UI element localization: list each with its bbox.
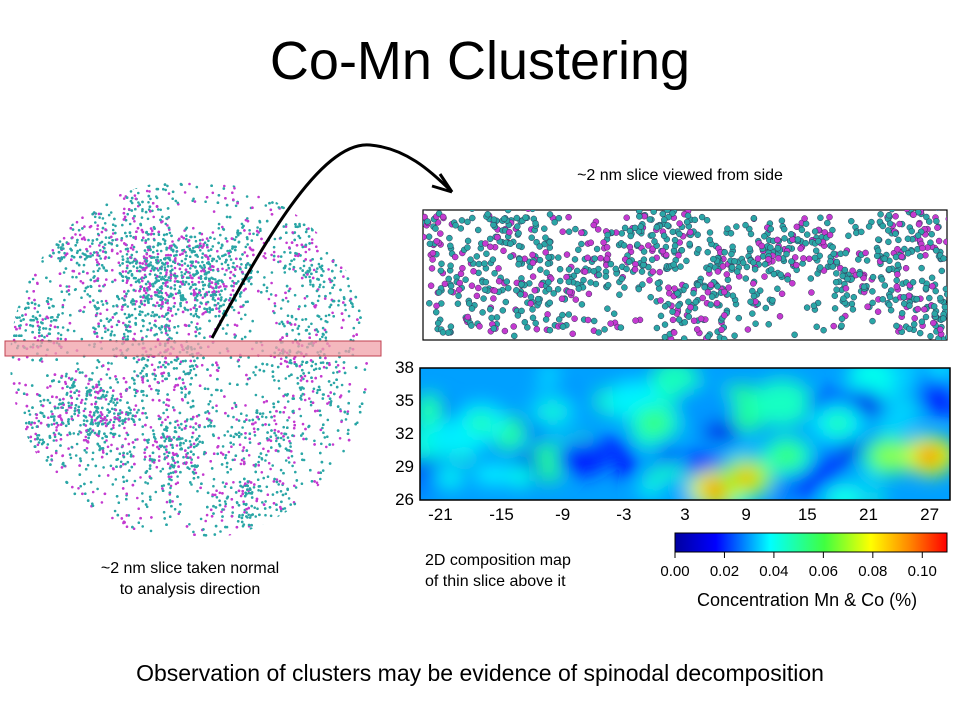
- map-hotspot-core: [438, 469, 463, 487]
- y-tick-label: 35: [395, 391, 414, 410]
- y-tick-label: 26: [395, 490, 414, 509]
- x-tick-label: -15: [489, 505, 514, 524]
- side-view-caption: ~2 nm slice viewed from side: [577, 167, 783, 184]
- map-hotspot-core: [774, 447, 799, 465]
- map-hotspot-core: [642, 414, 667, 432]
- x-tick-label: -9: [555, 505, 571, 524]
- map-caption-line2: of thin slice above it: [425, 573, 566, 590]
- slice-band: [4, 340, 382, 357]
- colorbar-tick-label: 0.08: [858, 563, 888, 580]
- colorbar: [674, 532, 948, 553]
- map-hotspot-core: [876, 447, 901, 465]
- slice-caption-line1: ~2 nm slice taken normal: [100, 560, 280, 577]
- colorbar-tick-label: 0.06: [808, 563, 838, 580]
- x-tick-label: -3: [616, 505, 632, 524]
- y-tick-label: 38: [395, 358, 414, 377]
- slice-caption: ~2 nm slice taken normal to analysis dir…: [60, 558, 320, 600]
- map-hotspot-core: [734, 469, 759, 487]
- x-tick-label: 3: [680, 505, 690, 524]
- map-hotspot-core: [825, 414, 850, 432]
- y-tick-label: 32: [395, 424, 414, 443]
- arrow-head-icon: [431, 173, 454, 194]
- y-tick-label: 29: [395, 457, 414, 476]
- colorbar-tick-label: 0.04: [759, 563, 789, 580]
- map-caption: 2D composition map of thin slice above i…: [425, 550, 571, 592]
- colorbar-tick-label: 0.10: [907, 563, 937, 580]
- x-tick-label: 27: [920, 505, 940, 524]
- atom-map-disc: [10, 180, 370, 540]
- slice-caption-line2: to analysis direction: [119, 581, 261, 598]
- colorbar-label: Concentration Mn & Co (%): [697, 590, 918, 610]
- colorbar-tick-label: 0.02: [709, 563, 740, 580]
- map-caption-line1: 2D composition map: [425, 552, 571, 569]
- x-tick-label: 15: [797, 505, 817, 524]
- map-hotspot-core: [917, 447, 942, 465]
- composition-map: [419, 367, 951, 501]
- map-hotspot-core: [540, 403, 565, 421]
- page-title: Co-Mn Clustering: [269, 31, 691, 91]
- x-tick-label: -21: [428, 505, 453, 524]
- curved-arrow: [210, 143, 454, 339]
- bottom-caption: Observation of clusters may be evidence …: [136, 660, 824, 686]
- colorbar-tick-label: 0.00: [660, 563, 690, 580]
- side-view-atoms: [423, 210, 947, 340]
- x-tick-label: 9: [741, 505, 751, 524]
- x-tick-label: 21: [858, 505, 878, 524]
- map-hotspot-core: [469, 414, 494, 432]
